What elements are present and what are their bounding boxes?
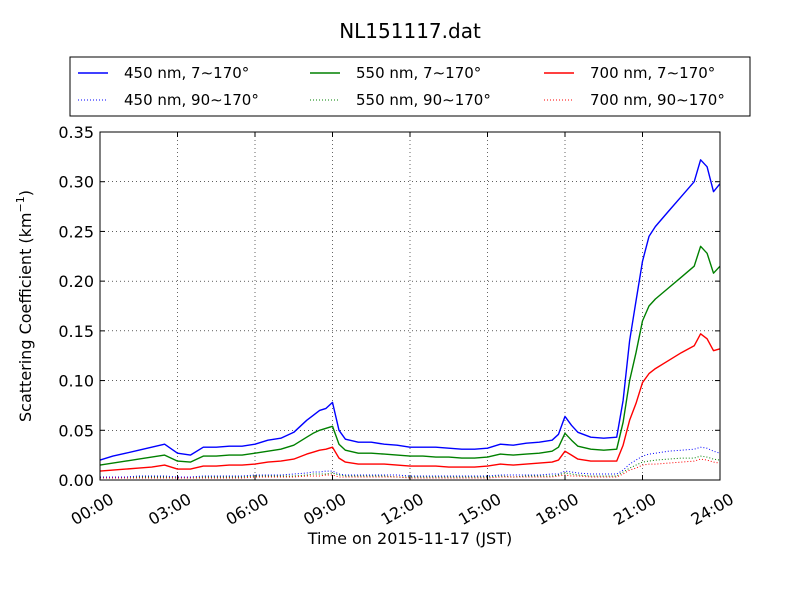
y-tick-label: 0.00 bbox=[58, 471, 94, 490]
series-line-4 bbox=[100, 455, 721, 479]
series-line-1 bbox=[99, 245, 721, 466]
y-tick-label: 0.10 bbox=[58, 372, 94, 391]
x-axis-label: Time on 2015-11-17 (JST) bbox=[307, 529, 512, 548]
y-axis-label: Scattering Coefficient (km−1) bbox=[14, 190, 35, 422]
chart-title: NL151117.dat bbox=[339, 19, 481, 43]
legend: 450 nm, 7∼170° 550 nm, 7∼170° 700 nm, 7∼17… bbox=[69, 56, 751, 117]
y-axis-label-main: Scattering Coefficient (km bbox=[16, 212, 35, 422]
y-tick-label: 0.35 bbox=[58, 123, 94, 142]
series-line-3 bbox=[100, 446, 721, 478]
y-tick-label: 0.25 bbox=[58, 222, 94, 241]
y-axis-label-close: ) bbox=[16, 190, 35, 196]
legend-label-0: 450 nm, 7∼170° bbox=[124, 64, 249, 82]
y-axis-label-superscript: −1 bbox=[14, 196, 27, 212]
grid-lines bbox=[100, 132, 720, 480]
y-tick-label: 0.30 bbox=[58, 173, 94, 192]
series-line-5 bbox=[100, 458, 721, 479]
legend-label-5: 700 nm, 90∼170° bbox=[590, 91, 725, 109]
series-lines bbox=[99, 159, 721, 479]
legend-label-4: 550 nm, 90∼170° bbox=[356, 91, 491, 109]
legend-label-3: 450 nm, 90∼170° bbox=[124, 91, 259, 109]
y-tick-label: 0.05 bbox=[58, 421, 94, 440]
y-tick-label: 0.20 bbox=[58, 272, 94, 291]
series-line-2 bbox=[99, 333, 721, 472]
legend-label-2: 700 nm, 7∼170° bbox=[590, 64, 715, 82]
series-line-0 bbox=[99, 159, 721, 461]
y-tick-label: 0.15 bbox=[58, 322, 94, 341]
legend-label-1: 550 nm, 7∼170° bbox=[356, 64, 481, 82]
legend-box bbox=[69, 56, 751, 117]
